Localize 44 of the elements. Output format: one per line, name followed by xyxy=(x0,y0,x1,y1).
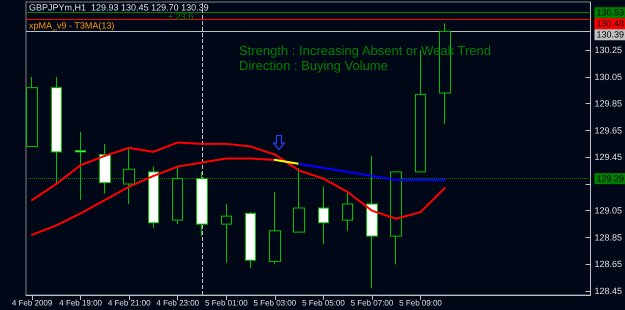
y-tick-label: 128.45 xyxy=(594,286,622,296)
candlestick xyxy=(51,76,62,186)
y-tick-label: 129.65 xyxy=(594,125,622,136)
candlestick xyxy=(342,191,353,232)
y-tick-label: 129.85 xyxy=(594,98,622,109)
candlestick xyxy=(318,186,329,245)
y-tick-label: 128.65 xyxy=(594,259,622,270)
candlestick xyxy=(172,164,183,225)
ref-line-label: 130.53 xyxy=(596,8,624,18)
x-tick-label: 5 Feb 05:00 xyxy=(302,298,346,308)
candlestick xyxy=(221,204,232,264)
x-tick-label: 5 Feb 03:00 xyxy=(254,298,297,308)
x-tick-label: 5 Feb 07:00 xyxy=(350,298,394,308)
y-tick-label: 130.25 xyxy=(594,45,622,56)
candlestick xyxy=(148,166,159,229)
ref-line-label: 130.39 xyxy=(596,30,624,40)
candlestick xyxy=(99,143,111,194)
line-series xyxy=(31,141,446,220)
y-tick-label: 130.05 xyxy=(594,72,622,82)
x-tick-label: 4 Feb 23:00 xyxy=(156,298,200,308)
ref-line-label: 129.29 xyxy=(596,174,624,184)
x-tick-label: 4 Feb 21:00 xyxy=(108,298,152,308)
candlestick xyxy=(269,191,281,265)
line-series xyxy=(298,162,446,181)
ref-line-label: 130.48 xyxy=(596,18,624,29)
x-tick-label: 5 Feb 09:00 xyxy=(399,298,442,308)
y-tick-label: 129.05 xyxy=(594,206,622,216)
candlestick xyxy=(366,155,378,289)
text: xpMA_v9 - T3MA(13) xyxy=(29,20,114,30)
x-tick-label: 4 Feb 2009 xyxy=(12,298,53,308)
candlestick xyxy=(123,147,135,205)
candlestick xyxy=(26,76,38,147)
y-tick-label: 128.85 xyxy=(594,232,622,242)
candlestick xyxy=(293,167,305,233)
candlestick xyxy=(75,131,86,201)
candlestick xyxy=(390,171,402,265)
candlestick xyxy=(245,212,256,269)
annotation: + 23.6 xyxy=(168,12,194,22)
line-series xyxy=(31,158,276,236)
x-tick-label: 5 Feb 01:00 xyxy=(204,298,248,308)
y-tick-label: 129.45 xyxy=(594,152,622,162)
x-tick-label: 4 Feb 19:00 xyxy=(59,298,103,308)
annotation: Direction : Buying Volume xyxy=(239,58,388,73)
candlestick xyxy=(196,171,208,237)
